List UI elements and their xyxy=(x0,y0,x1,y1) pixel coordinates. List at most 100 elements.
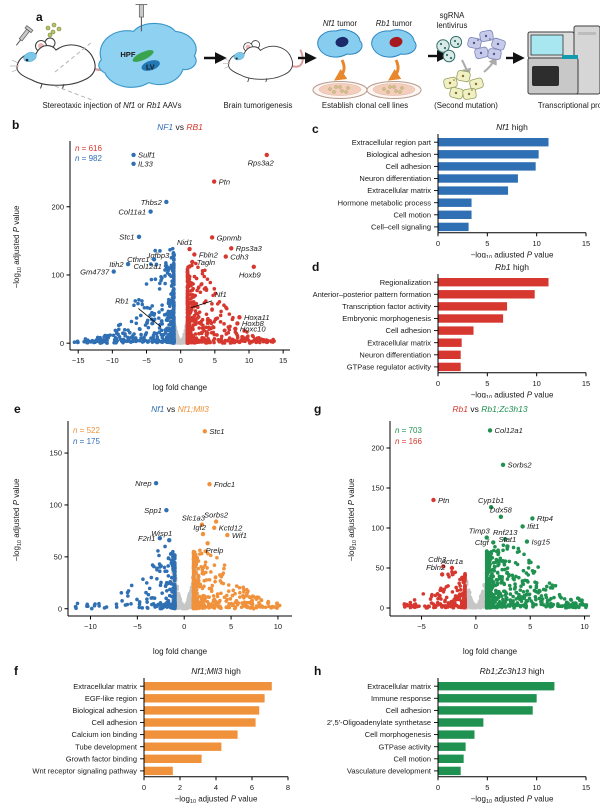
svg-text:0: 0 xyxy=(436,783,440,792)
virus-particles-icon xyxy=(45,22,62,38)
gene-label: Rps3a2 xyxy=(248,158,275,167)
svg-text:0: 0 xyxy=(474,622,478,631)
gray-arrow-icon xyxy=(483,55,497,73)
lentivirus-icon xyxy=(436,35,463,63)
gene-label: Col12a1 xyxy=(134,262,162,271)
panel-label-d: d xyxy=(312,260,320,274)
category-label: Cell adhesion xyxy=(386,326,431,335)
category-label: Tube development xyxy=(75,742,138,751)
bar xyxy=(144,694,265,703)
chart-title: Nf1;Mll3 high xyxy=(191,666,241,676)
bar xyxy=(438,694,537,703)
gene-annotation: Nf1 xyxy=(215,290,227,299)
gene-label: Ddx58 xyxy=(490,506,513,515)
category-label: Transcription factor activity xyxy=(342,302,431,311)
axes xyxy=(143,678,289,781)
n-legend: n = 175 xyxy=(73,437,100,446)
orange-arrow-icon xyxy=(388,59,402,81)
bar xyxy=(438,742,466,751)
sequencer-icon xyxy=(527,25,600,95)
gene-label: Fbln2 xyxy=(426,563,446,572)
gene-label: Ifit1 xyxy=(527,522,539,531)
caption-cell-lines: Establish clonal cell lines xyxy=(322,101,408,110)
gene-label: Rtp4 xyxy=(537,514,553,523)
category-label: Cell motion xyxy=(393,754,431,763)
gene-label: Hoxa11 xyxy=(244,313,270,322)
bar xyxy=(144,730,238,739)
category-label: Extracellular matrix xyxy=(367,338,431,347)
bar-chart-nf1mll3-high: Nf1;Mll3 high Extracellular matrix EGF-lik… xyxy=(32,666,290,804)
rb1-tumor-cell-icon xyxy=(371,29,417,58)
axes xyxy=(437,134,587,237)
category-label: Biological adhesion xyxy=(366,150,431,159)
panel-label-h: h xyxy=(314,664,322,678)
bars: Extracellular matrix Immune response Cell … xyxy=(327,682,555,776)
bar-chart-nf1-high: Nf1 high Extracellular region part Biologi… xyxy=(338,122,591,258)
mouse-tumor-icon xyxy=(221,39,304,83)
x-axis-title: −log10 adjusted P value xyxy=(175,794,258,804)
svg-text:0: 0 xyxy=(436,379,440,388)
chart-title: Rb1 high xyxy=(495,262,529,272)
n-legend: n = 616 xyxy=(75,144,102,153)
gene-label: Cyp1b1 xyxy=(478,496,504,505)
gene-label: Col12a1 xyxy=(495,426,523,435)
leader-line xyxy=(190,300,213,309)
caption-profiling: Transcriptional profiling xyxy=(538,101,600,110)
n-legend: n = 522 xyxy=(73,426,100,435)
scatter-cloud xyxy=(73,544,282,611)
bar xyxy=(438,350,461,359)
bar-chart-rb1zc3h13-high: Rb1;Zc3h13 high Extracellular matrix Immun… xyxy=(327,666,590,804)
category-label: Cell morphogenesis xyxy=(365,730,432,739)
gene-label: Spp1 xyxy=(144,506,162,515)
gene-label: Rps3a3 xyxy=(236,244,263,253)
scatter-cloud xyxy=(72,246,276,345)
gene-label: Itih2 xyxy=(109,260,124,269)
gene-label: Hoxb8 xyxy=(242,319,265,328)
bar-chart-rb1-high: Rb1 high Regionalization Anterior–posterio… xyxy=(313,262,591,398)
svg-text:15: 15 xyxy=(582,239,590,248)
gene-labels: Stc1 Nrep Fndc1 Spp1 Slc1a3 Sorbs2 Kctd12 Igf2 W… xyxy=(135,427,247,555)
bar xyxy=(438,222,469,232)
bar xyxy=(438,754,464,763)
bar xyxy=(438,162,536,171)
gene-label: F2rl1 xyxy=(138,534,155,543)
gene-label: Ptn xyxy=(219,177,230,186)
category-label: Hormone metabolic process xyxy=(338,198,432,207)
gene-label: Ctgf xyxy=(475,538,490,547)
axes xyxy=(437,678,587,781)
chart-title: NF1 vs RB1 xyxy=(157,122,203,132)
svg-text:−15: −15 xyxy=(72,356,85,365)
mouse-injection-icon xyxy=(8,22,109,90)
category-label: Growth factor binding xyxy=(66,754,137,763)
rb1-tumor-label: Rb1 tumor xyxy=(376,19,413,28)
bars: Extracellular matrix EGF-like region Biolo… xyxy=(32,682,272,776)
n-legend: n = 166 xyxy=(395,437,422,446)
svg-text:5: 5 xyxy=(485,783,489,792)
category-label: Wnt receptor signaling pathway xyxy=(32,767,137,776)
gene-label: Actr1a xyxy=(440,557,463,566)
bar xyxy=(438,186,509,195)
gene-label: Nrep xyxy=(135,479,151,488)
svg-text:6: 6 xyxy=(250,783,254,792)
gene-label: Stc1 xyxy=(119,233,134,242)
bar xyxy=(144,706,260,715)
svg-text:10: 10 xyxy=(532,239,540,248)
gene-label: Cdh3 xyxy=(230,252,249,261)
gene-label: Rnf213 xyxy=(493,528,518,537)
svg-text:4: 4 xyxy=(214,783,218,792)
mutant-cells-blue-icon xyxy=(467,29,506,60)
caption-stereotaxic: Stereotaxic injection of Nf1 or Rb1 AAVs xyxy=(42,101,181,110)
category-label: Cell adhesion xyxy=(92,718,137,727)
bar xyxy=(438,314,504,323)
category-label: GTPase activity xyxy=(378,742,431,751)
gene-label: Hoxc10 xyxy=(240,325,267,334)
gene-label: Fbln2 xyxy=(199,250,219,259)
gene-label: Sulf1 xyxy=(138,151,155,160)
svg-text:200: 200 xyxy=(51,202,64,211)
gene-label: IL33 xyxy=(138,160,154,169)
category-label: Cell adhesion xyxy=(386,706,431,715)
gene-label: Thbs2 xyxy=(141,198,163,207)
bar xyxy=(438,278,549,287)
chart-title: Nf1 high xyxy=(496,122,528,132)
